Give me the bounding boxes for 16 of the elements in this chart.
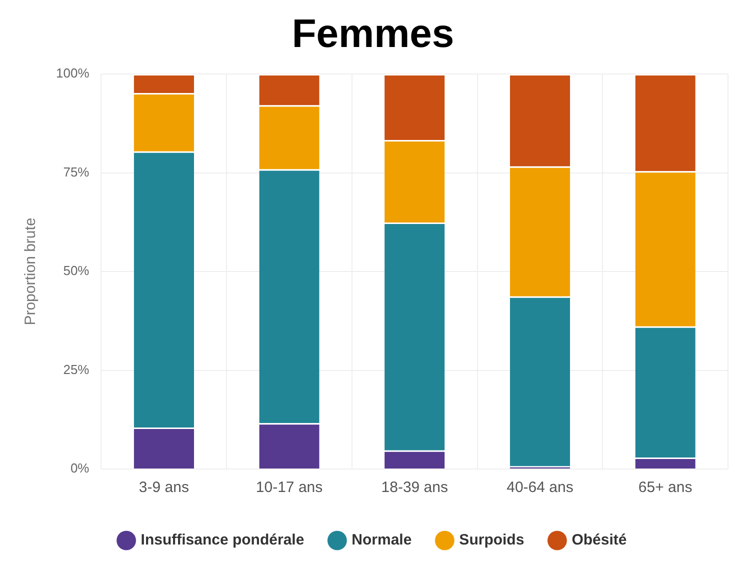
x-tick-label: 10-17 ans <box>256 479 323 496</box>
legend-label: Obésité <box>572 532 627 549</box>
legend-label: Surpoids <box>459 532 524 549</box>
y-tick-label: 75% <box>63 164 90 180</box>
chart-title: Femmes <box>292 12 454 56</box>
x-tick-label: 18-39 ans <box>381 479 448 496</box>
x-tick-label: 40-64 ans <box>506 479 574 496</box>
legend-label: Insuffisance pondérale <box>140 532 304 549</box>
x-tick-label: 65+ ans <box>638 479 692 496</box>
y-tick-label: 50% <box>63 263 90 278</box>
y-tick-label: 100% <box>56 66 90 81</box>
x-tick-label: 3-9 ans <box>138 479 189 496</box>
y-tick-label: 25% <box>63 362 90 377</box>
y-tick-label: 0% <box>70 460 90 476</box>
legend-label: Normale <box>352 532 412 549</box>
y-axis-title: Proportion brute <box>22 218 40 326</box>
